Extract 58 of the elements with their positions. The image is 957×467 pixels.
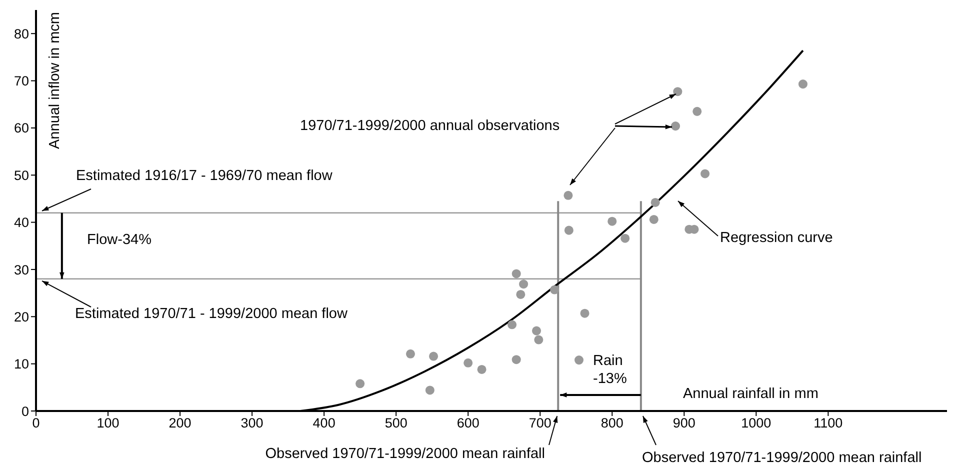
point bbox=[477, 364, 486, 374]
point bbox=[429, 352, 438, 361]
annotation: 1970/71-1999/2000 annual observations bbox=[300, 118, 560, 134]
x-tick-label: 0 bbox=[32, 416, 40, 431]
ref-line-label: Observed 1970/71-1999/2000 mean rainfall bbox=[265, 446, 545, 462]
x-tick-label: 200 bbox=[168, 416, 192, 431]
x-tick-label: 1100 bbox=[814, 416, 843, 431]
x-tick-label: 600 bbox=[456, 416, 480, 431]
y-tick-label: 40 bbox=[14, 215, 29, 230]
x-tick-label: 1000 bbox=[741, 416, 772, 431]
annotation: Rain -13% bbox=[593, 353, 627, 387]
y-tick-label: 80 bbox=[14, 26, 29, 42]
point bbox=[508, 320, 517, 330]
point bbox=[692, 106, 702, 116]
y-tick-label: 10 bbox=[14, 356, 29, 372]
x-tick-label: 700 bbox=[528, 416, 552, 431]
point bbox=[425, 386, 434, 395]
y-tick-label: 70 bbox=[14, 74, 29, 89]
point bbox=[650, 198, 660, 207]
point bbox=[519, 280, 528, 289]
ref-line-label: Observed 1970/71-1999/2000 mean rainfall bbox=[642, 450, 922, 466]
point bbox=[670, 122, 680, 131]
y-tick-label: 50 bbox=[14, 168, 29, 183]
y-tick-label: 30 bbox=[14, 262, 29, 278]
point bbox=[574, 356, 584, 365]
point bbox=[564, 190, 573, 200]
ref-line-label: Estimated 1916/17 - 1969/70 mean flow bbox=[76, 168, 333, 184]
point bbox=[516, 290, 526, 299]
annotation: Regression curve bbox=[720, 230, 833, 246]
point bbox=[608, 216, 617, 226]
y-tick-label: 60 bbox=[14, 120, 29, 136]
x-tick-label: 800 bbox=[600, 416, 624, 431]
point bbox=[620, 234, 630, 243]
point bbox=[356, 379, 365, 388]
point bbox=[798, 80, 808, 89]
y-tick-label: 0 bbox=[21, 404, 29, 419]
annotation: Flow-34% bbox=[87, 232, 152, 248]
point bbox=[512, 355, 521, 364]
x-tick-label: 400 bbox=[312, 416, 336, 431]
y-tick-label: 20 bbox=[14, 309, 29, 324]
x-axis-title: Annual rainfall in mm bbox=[683, 386, 818, 402]
point bbox=[700, 169, 710, 178]
point bbox=[512, 269, 521, 278]
x-tick-label: 500 bbox=[384, 416, 408, 431]
x-tick-label: 300 bbox=[240, 416, 264, 431]
point bbox=[534, 335, 544, 344]
point bbox=[464, 358, 473, 368]
ref-line-label: Estimated 1970/71 - 1999/2000 mean flow bbox=[75, 306, 348, 322]
point bbox=[580, 308, 590, 318]
x-tick-label: 100 bbox=[96, 416, 120, 431]
point bbox=[673, 87, 682, 96]
point bbox=[406, 349, 415, 358]
point bbox=[550, 285, 560, 294]
point bbox=[649, 214, 658, 224]
point bbox=[564, 226, 574, 235]
y-axis-title: Annual inflow in mcm bbox=[47, 12, 63, 149]
point bbox=[532, 326, 542, 336]
x-tick-label: 900 bbox=[672, 416, 696, 431]
